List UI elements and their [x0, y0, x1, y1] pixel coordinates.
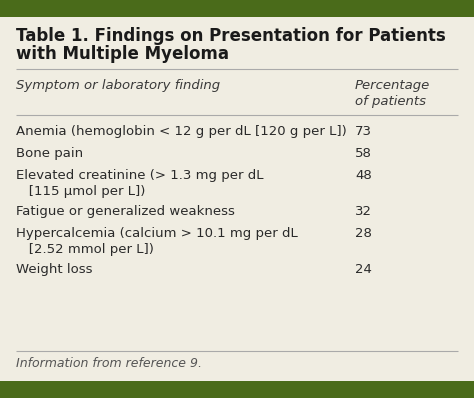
Bar: [0, 0, 474, 17]
Text: Fatigue or generalized weakness: Fatigue or generalized weakness: [16, 205, 235, 218]
Text: 32: 32: [355, 205, 372, 218]
Text: with Multiple Myeloma: with Multiple Myeloma: [16, 45, 229, 63]
Text: Symptom or laboratory finding: Symptom or laboratory finding: [16, 79, 220, 92]
Text: Information from reference 9.: Information from reference 9.: [16, 357, 202, 370]
Text: 73: 73: [355, 125, 372, 138]
Text: Anemia (hemoglobin < 12 g per dL [120 g per L]): Anemia (hemoglobin < 12 g per dL [120 g …: [16, 125, 347, 138]
Text: 24: 24: [355, 263, 372, 276]
Text: 58: 58: [355, 147, 372, 160]
Text: Elevated creatinine (> 1.3 mg per dL
   [115 μmol per L]): Elevated creatinine (> 1.3 mg per dL [11…: [16, 169, 264, 198]
Bar: [0, 381, 474, 398]
Text: Table 1. Findings on Presentation for Patients: Table 1. Findings on Presentation for Pa…: [16, 27, 446, 45]
Text: Bone pain: Bone pain: [16, 147, 83, 160]
Text: Weight loss: Weight loss: [16, 263, 92, 276]
Text: 28: 28: [355, 227, 372, 240]
Text: Percentage
of patients: Percentage of patients: [355, 79, 430, 108]
Text: Hypercalcemia (calcium > 10.1 mg per dL
   [2.52 mmol per L]): Hypercalcemia (calcium > 10.1 mg per dL …: [16, 227, 298, 256]
Text: 48: 48: [355, 169, 372, 182]
